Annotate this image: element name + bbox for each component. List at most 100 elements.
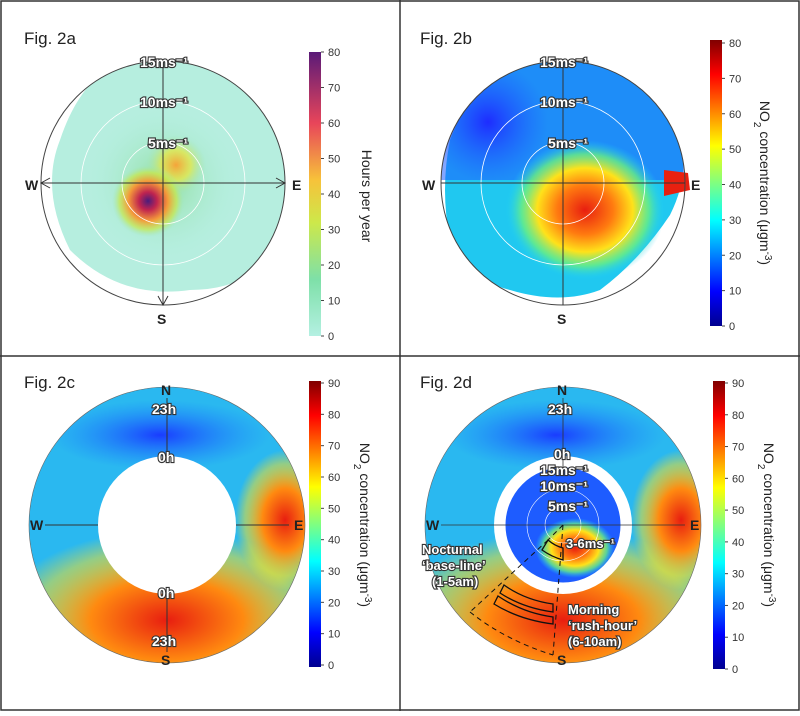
colorbar-tick-label: 20 <box>729 250 741 262</box>
compass-s: S <box>557 652 566 668</box>
colorbar-tick-label: 0 <box>328 331 334 343</box>
annotation-rushhour-2: ‘rush-hour’ <box>568 618 637 633</box>
arrowhead-s <box>157 295 169 307</box>
colorbar-tick-label: 20 <box>328 260 340 272</box>
colorbar-tick-label: 30 <box>328 566 340 578</box>
arrowhead-w <box>39 177 51 189</box>
panel-2a: Fig. 2a W E S 15ms⁻¹ 10ms⁻¹ 5ms⁻¹ Hours … <box>24 29 375 336</box>
hour-label-top-0: 0h <box>158 449 174 465</box>
compass-w: W <box>426 517 440 533</box>
label-post: concentration (μgm <box>357 469 373 593</box>
compass-e: E <box>294 517 303 533</box>
arrowhead-e <box>275 177 287 189</box>
hotspot-south <box>393 530 733 710</box>
panel-2b: Fig. 2b W E S 15ms⁻¹ 10ms⁻¹ 5ms⁻¹ NO2 co… <box>420 29 774 327</box>
colorbar-tick-label: 60 <box>328 472 340 484</box>
ring-label-15: 15ms⁻¹ <box>140 54 188 70</box>
outer-ring <box>424 386 702 664</box>
compass-e: E <box>690 517 699 533</box>
colorbar-tick-label: 0 <box>729 321 735 333</box>
panel-title: Fig. 2a <box>24 29 77 48</box>
colorbar-tick-label: 60 <box>729 109 741 121</box>
inset-ring-label-5: 5ms⁻¹ <box>548 498 588 514</box>
annotation-sectors <box>469 524 564 656</box>
colorbar-ticks: 0 10 20 30 40 50 60 70 80 0 10 20 30 40 50 60 70 80 0 10 20 3… <box>321 38 744 676</box>
panel-2c: Fig. 2c N W E S 23h 0h 0h 23h NO2 concen… <box>0 373 374 710</box>
compass-e: E <box>292 177 301 193</box>
hour-label-bottom-0: 0h <box>158 585 174 601</box>
label-pre: NO <box>757 101 773 122</box>
label-sup: -3 <box>363 594 374 603</box>
hotspot-south <box>0 530 337 710</box>
ring-label-5: 5ms⁻¹ <box>148 135 188 151</box>
colorbar-tick-label: 80 <box>328 409 340 421</box>
label-sub: 2 <box>752 122 763 128</box>
colorbar-2a: Hours per year <box>309 52 375 336</box>
label-post: concentration (μgm <box>757 127 773 251</box>
colorbar-tick-label: 70 <box>328 83 340 95</box>
colorbar-2a-label: Hours per year <box>359 150 375 243</box>
colorbar-tick-label: 90 <box>328 378 340 390</box>
compass-n: N <box>557 382 567 398</box>
colorbar-tick-label: 90 <box>732 378 744 390</box>
inset-ring-label-15: 15ms⁻¹ <box>540 462 588 478</box>
rushhour-sector <box>493 595 554 625</box>
heatmap-2a <box>52 61 285 292</box>
ring-label-5: 5ms⁻¹ <box>548 135 588 151</box>
compass-w: W <box>30 517 44 533</box>
annotation-rushhour-1: Morning <box>568 602 619 617</box>
colorbar-tick-label: 10 <box>729 286 741 298</box>
hotspot-se <box>505 140 665 280</box>
dashed-radial-3 <box>552 524 564 656</box>
ring-label-15: 15ms⁻¹ <box>540 54 588 70</box>
colorbar-tick-label: 30 <box>328 225 340 237</box>
colorbar-tick-label: 0 <box>328 660 334 672</box>
colorbar-tick-label: 80 <box>729 38 741 50</box>
colorbar-2b-label: NO2 concentration (μgm-3) <box>752 101 774 265</box>
label-pre: NO <box>761 443 777 464</box>
hotspot-east <box>631 450 731 590</box>
colorbar-2c: NO2 concentration (μgm-3) <box>309 381 374 667</box>
annotation-speed-range: 3-6ms⁻¹ <box>566 536 615 551</box>
colorbar-tick-label: 70 <box>729 73 741 85</box>
panel-title: Fig. 2b <box>420 29 472 48</box>
panel-2d: Fig. 2d N W E S 23h 0h 15ms⁻¹ 10ms⁻¹ 5ms… <box>393 373 778 710</box>
colorbar-tick-label: 40 <box>729 180 741 192</box>
colorbar-tick-label: 50 <box>732 505 744 517</box>
colorbar-tick-label: 10 <box>328 296 340 308</box>
annotation-rushhour-3: (6-10am) <box>568 634 621 649</box>
colorbar-2b: NO2 concentration (μgm-3) <box>710 40 774 326</box>
dashed-arc <box>469 611 554 656</box>
compass-e: E <box>691 177 700 193</box>
heatmap-2b <box>441 61 685 298</box>
colorbar-tick-label: 10 <box>328 629 340 641</box>
colorbar-2d: NO2 concentration (μgm-3) <box>713 381 778 669</box>
hour-label-bottom-23: 23h <box>152 633 176 649</box>
colorbar-tick-label: 70 <box>732 442 744 454</box>
speed-sector <box>541 539 564 561</box>
colorbar-2a-ramp <box>309 52 321 336</box>
annotation-baseline-2: ‘base-line’ <box>422 558 486 573</box>
colorbar-tick-label: 80 <box>732 410 744 422</box>
colorbar-tick-label: 10 <box>732 632 744 644</box>
colorbar-tick-label: 20 <box>732 600 744 612</box>
colorbar-tick-label: 0 <box>732 664 738 676</box>
colorbar-tick-label: 40 <box>328 189 340 201</box>
label-end: ) <box>761 602 777 607</box>
compass-w: W <box>25 177 39 193</box>
lowspot-north <box>446 400 666 470</box>
colorbar-2b-ramp <box>710 40 722 326</box>
colorbar-tick-label: 40 <box>328 535 340 547</box>
label-end: ) <box>357 602 373 607</box>
hour-label-top-23: 23h <box>152 401 176 417</box>
colorbar-tick-label: 50 <box>729 144 741 156</box>
colorbar-tick-label: 20 <box>328 597 340 609</box>
label-pre: NO <box>357 443 373 464</box>
compass-s: S <box>557 311 566 327</box>
heatmap-2d-ring <box>393 380 733 710</box>
label-sup: -3 <box>767 594 778 603</box>
hour-label-0: 0h <box>554 446 570 462</box>
inset-ring-label-10: 10ms⁻¹ <box>540 478 588 494</box>
